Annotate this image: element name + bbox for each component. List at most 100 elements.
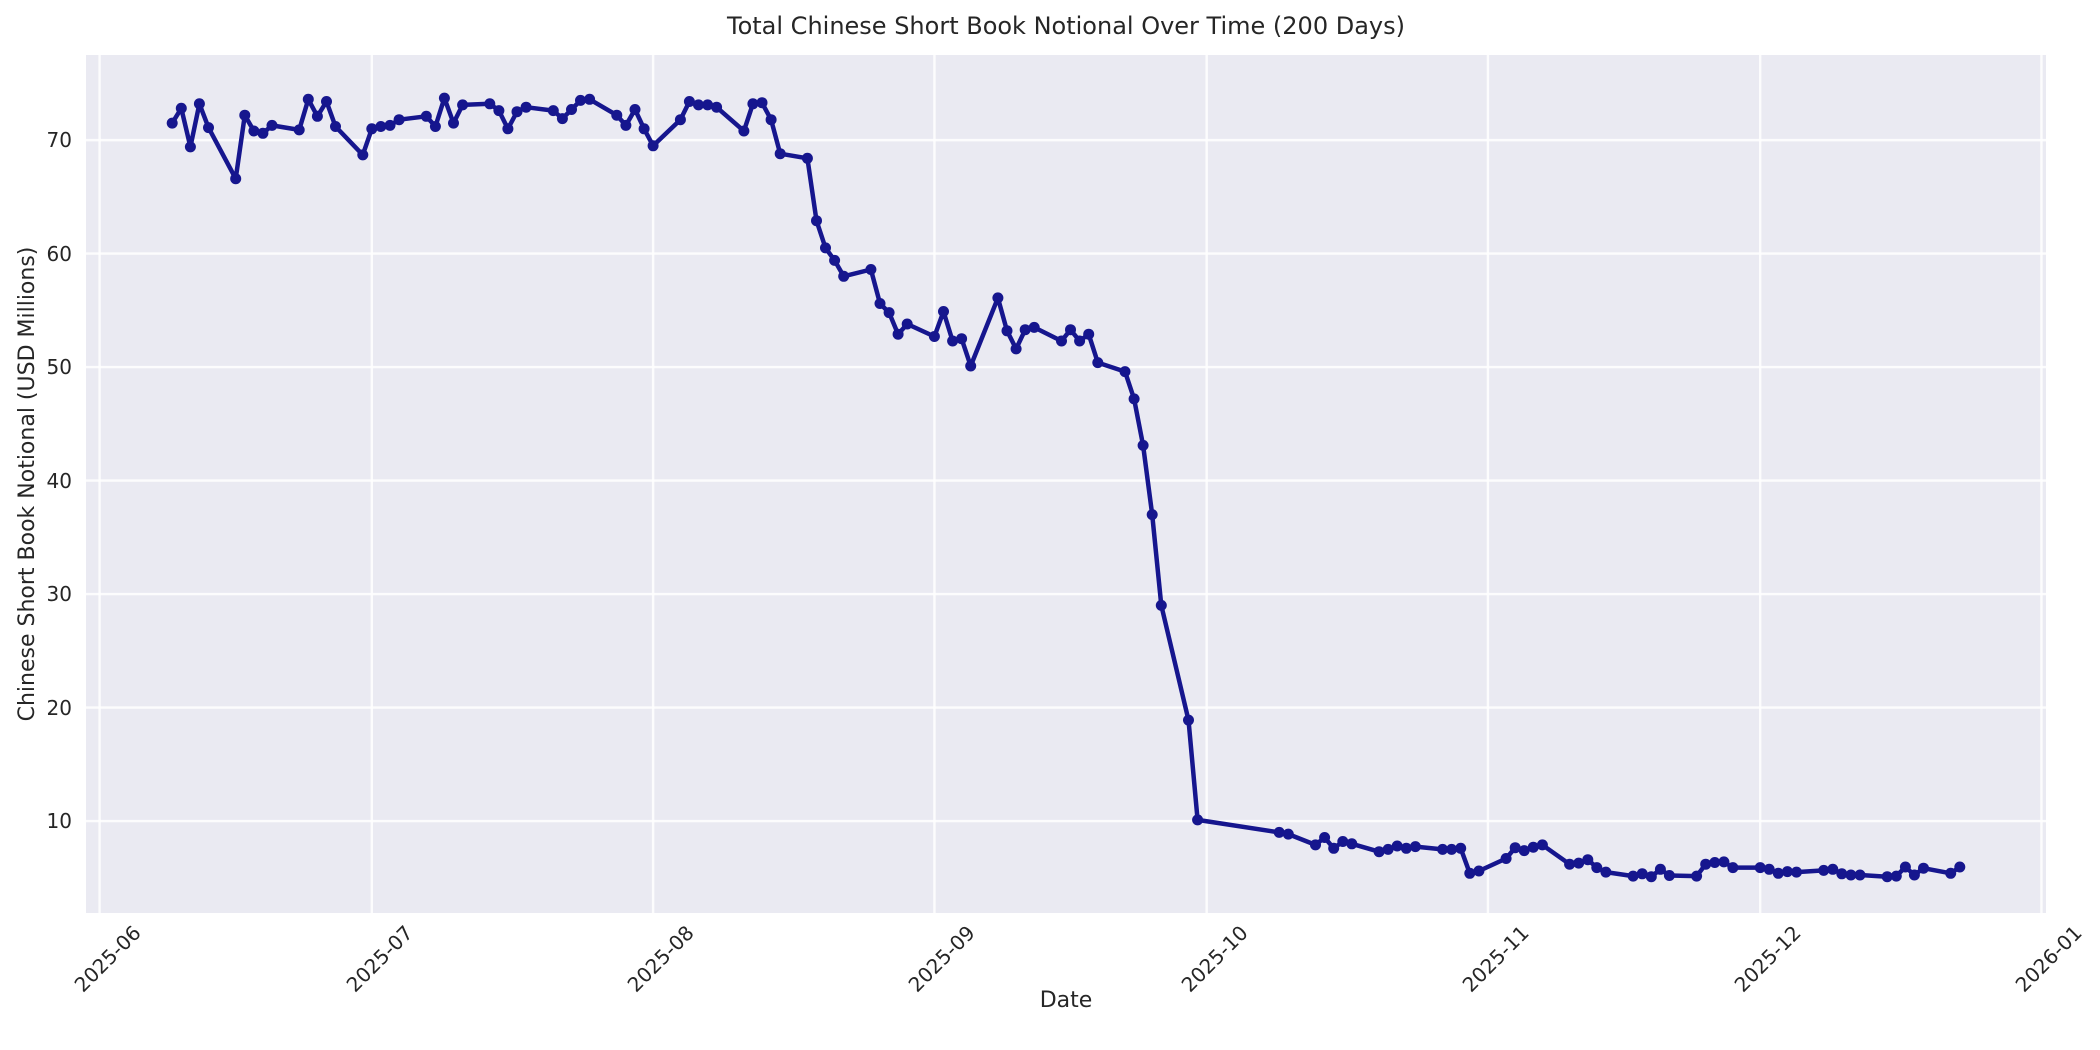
data-point [1001,325,1013,337]
data-point [638,123,650,135]
data-point [1083,328,1095,340]
data-point [865,264,877,275]
data-point [1310,839,1321,851]
data-point [838,270,850,282]
y-tick-label: 60 [46,241,72,266]
data-point [584,93,596,105]
data-point [1772,867,1784,879]
data-point [1437,843,1449,855]
data-point [647,140,659,152]
data-point [1373,846,1385,858]
data-point [448,117,459,129]
data-point [674,114,686,126]
data-point [1328,842,1340,854]
data-point [1391,840,1403,852]
data-point [938,306,949,317]
data-point [1945,867,1957,879]
data-point [556,113,568,125]
data-point [1827,863,1839,875]
data-point [1890,870,1902,882]
data-point [892,328,904,340]
data-point [1056,335,1067,347]
data-point [1500,853,1512,864]
data-point [1028,321,1040,333]
data-point [1282,828,1294,840]
data-point [1791,866,1802,878]
data-point [393,114,405,126]
data-point [928,331,940,342]
data-point [1382,843,1394,855]
data-point [611,109,623,121]
data-point [429,121,441,132]
data-point [1183,714,1194,726]
data-point [901,318,913,330]
data-point [965,360,977,372]
data-point [1446,843,1458,855]
data-point [829,254,841,266]
data-point [765,114,777,126]
data-point [1273,826,1285,838]
data-point [1473,865,1485,877]
data-point [175,102,187,114]
data-point [883,307,895,319]
data-point [184,141,196,153]
data-point [629,104,641,115]
data-point [1836,868,1848,880]
data-point [166,117,178,129]
data-point [1663,870,1675,881]
data-point [1409,841,1421,853]
data-point [248,125,260,137]
data-point [511,106,523,118]
data-point [193,98,205,110]
plot-background [86,55,2046,913]
data-point [1818,864,1830,876]
data-point [1019,324,1031,336]
data-point [1881,871,1893,883]
data-point [575,94,586,106]
data-point [1119,366,1131,378]
data-point [1518,845,1530,857]
data-point [1527,841,1539,853]
data-point [1346,838,1358,850]
data-point [330,121,341,132]
data-point [874,298,886,309]
data-point [756,97,768,109]
data-point [947,335,959,347]
data-point [357,149,369,161]
data-point [1691,870,1703,882]
data-point [711,101,723,113]
data-point [1155,599,1167,611]
data-point [547,105,559,117]
data-point [774,148,786,160]
data-point [1854,869,1866,881]
data-point [1137,439,1149,451]
data-point [239,109,251,121]
chart-title: Total Chinese Short Book Notional Over T… [727,12,1405,40]
data-point [811,215,822,227]
data-point [1573,857,1585,869]
data-point [311,110,323,122]
y-tick-label: 20 [46,695,72,720]
data-point [493,105,505,117]
data-point [1718,856,1730,868]
data-point [1010,343,1022,355]
data-point [738,125,750,137]
data-point [566,104,577,115]
data-point [1845,869,1857,881]
data-point [1954,861,1966,873]
data-point [1645,871,1657,883]
data-point [1899,861,1911,873]
data-point [747,98,759,110]
data-point [230,173,242,185]
data-point [293,124,305,136]
data-point [1600,866,1612,878]
data-point [302,93,314,105]
data-point [257,127,269,139]
data-point [457,99,469,111]
data-point [1065,324,1076,336]
data-point [1591,862,1603,874]
data-point [438,92,450,104]
data-point [1128,393,1140,405]
